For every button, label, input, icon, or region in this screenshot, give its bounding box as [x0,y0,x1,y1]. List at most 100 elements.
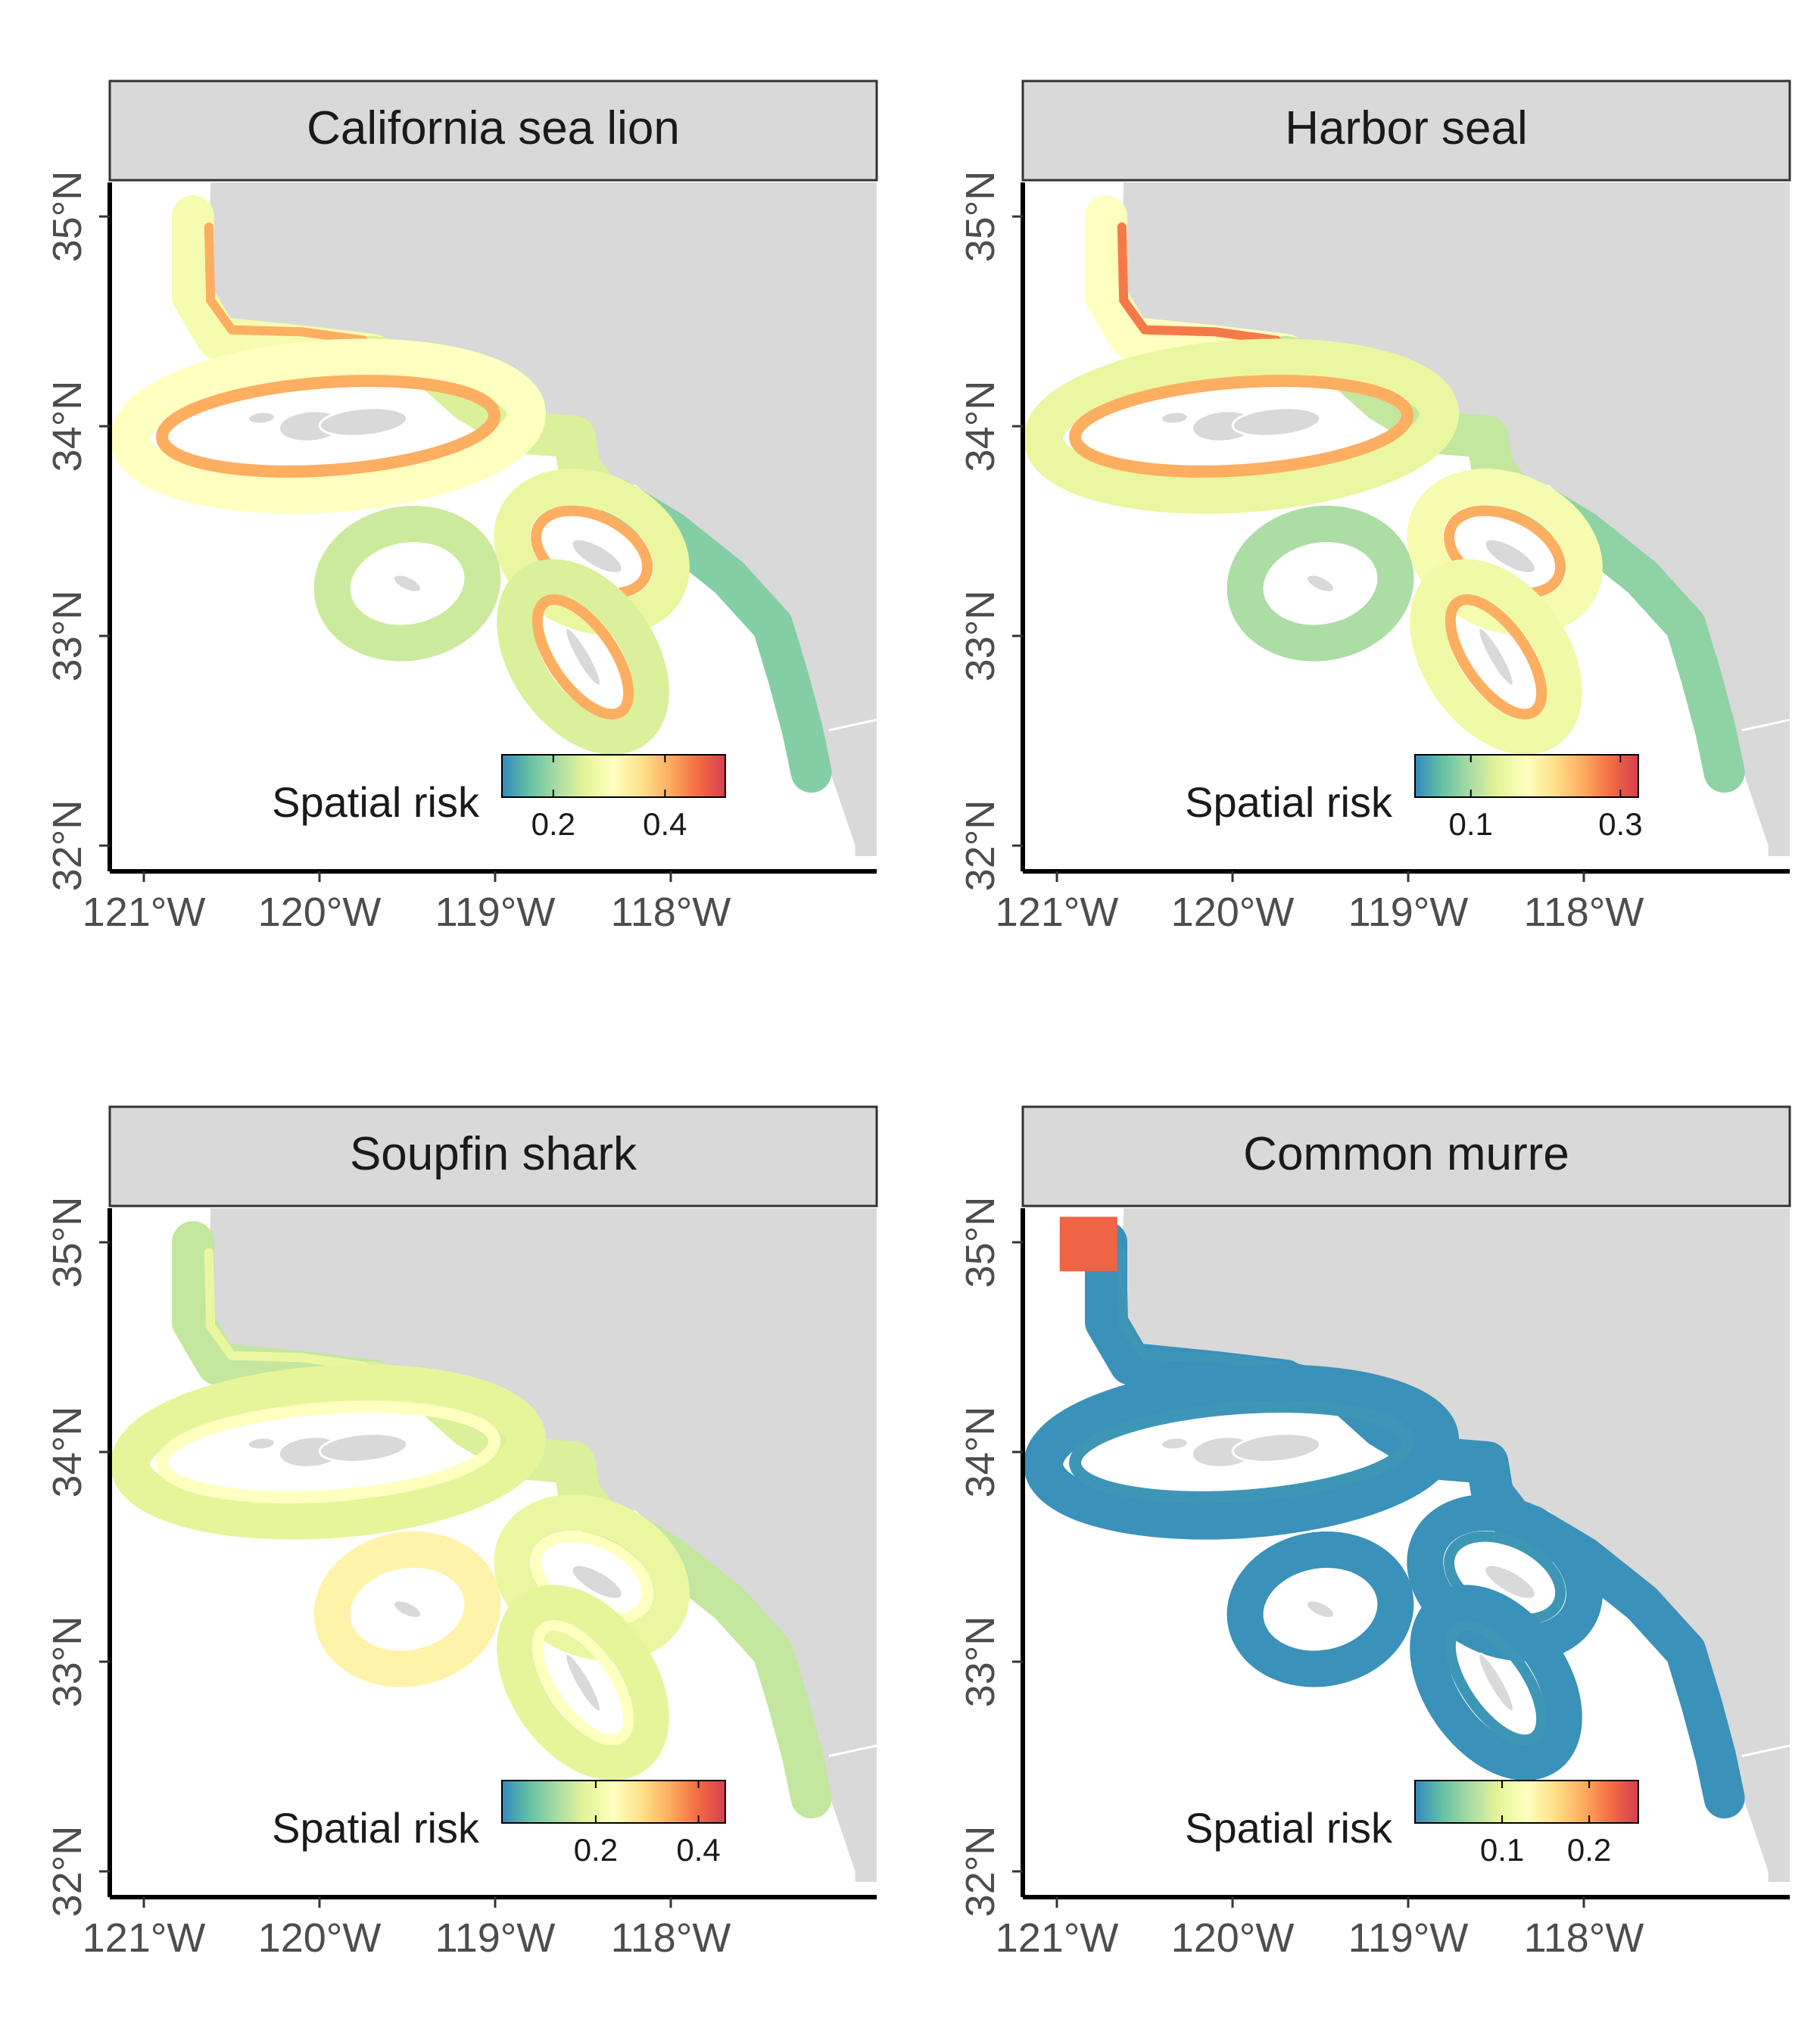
panel-strip [108,79,878,182]
risk-layer [111,1221,832,1819]
san-miguel-island [246,410,276,425]
risk-band-san-nicolas [1226,1531,1414,1687]
mainland [1121,1208,1790,1882]
san-nicolas-island [1304,573,1336,594]
risk-band-channel-islands [1024,338,1460,514]
x-tick-label: 119°W [435,1915,556,1961]
panel-title: Soupfin shark [350,1128,637,1180]
risk-band-san-nicolas [313,505,501,662]
san-nicolas-island [391,573,423,594]
san-miguel-island [1159,1436,1189,1451]
santa-catalina-island [1483,1563,1537,1600]
y-tick-label: 35°N [958,1197,1003,1288]
panel-title: California sea lion [307,102,680,154]
islands [246,1432,624,1713]
risk-band-san-nicolas [313,1531,501,1687]
y-tick-label: 33°N [45,1616,90,1708]
risk-edge-channel-islands [1069,375,1414,478]
y-tick-label: 34°N [45,1407,90,1498]
x-tick-label: 121°W [996,1915,1119,1961]
x-tick-label: 118°W [611,890,731,935]
x-tick-label: 120°W [1171,1915,1295,1961]
risk-band-san-clemente [497,559,669,755]
legend-tick-label: 0.2 [531,806,575,842]
risk-band-channel-islands [111,1364,547,1540]
border-line [828,1744,877,1758]
panel-title: Harbor seal [1285,102,1527,154]
x-tick-label: 120°W [258,1915,382,1961]
legend-title: Spatial risk [1185,1804,1393,1852]
y-tick-label: 32°N [45,1826,90,1918]
x-tick-label: 119°W [435,890,556,935]
risk-edge-san-clemente [531,594,634,720]
y-tick-label: 35°N [45,1197,90,1288]
legend-colorbar [501,1780,726,1824]
x-tick-label: 120°W [1171,890,1295,935]
y-tick-label: 32°N [45,800,90,892]
legend-tick-label: 0.3 [1598,806,1642,842]
y-tick-label: 32°N [958,1826,1003,1918]
legend: Spatial risk 0.2 0.4 [272,754,726,842]
panel: California sea lion 121°W 120°W 119°W 118°W 3… [45,79,878,935]
panel: Harbor seal 121°W 120°W 119°W 118°W 32°N 33°N 3… [958,79,1791,935]
panel-strip [1021,1105,1791,1207]
risk-edge-mainland [204,1248,368,1371]
islands [1159,1432,1537,1713]
panel-strip [108,1105,878,1207]
risk-edge-san-clemente [531,1620,634,1746]
y-tick-label: 32°N [958,800,1003,892]
risk-band-channel-islands [1024,1364,1460,1540]
panel: Common murre 121°W 120°W 119°W 118°W 32°N 33°N… [958,1105,1791,1961]
y-tick-label: 33°N [958,590,1003,682]
legend-title: Spatial risk [1185,778,1393,826]
risk-band-san-nicolas [1226,505,1414,662]
x-tick-label: 119°W [1348,1915,1469,1961]
panel-strip [1021,79,1791,182]
risk-band-san-clemente [1410,559,1582,755]
x-tick-label: 118°W [611,1915,731,1961]
x-tick-label: 119°W [1348,890,1469,935]
san-clemente-island [1477,626,1515,687]
risk-edge-channel-islands [156,1401,501,1503]
san-clemente-island [564,1652,602,1713]
risk-edge-channel-islands [1069,1401,1414,1503]
mainland [1121,182,1790,856]
legend: Spatial risk 0.1 0.3 [1185,754,1643,842]
san-miguel-island [246,1436,276,1451]
legend-tick-label: 0.4 [643,806,687,842]
san-clemente-island [564,626,602,687]
risk-band-san-clemente [1410,1584,1582,1781]
risk-edge-mainland [204,222,368,345]
x-tick-label: 120°W [258,890,382,935]
san-nicolas-island [391,1599,423,1619]
legend-tick-label: 0.1 [1449,806,1493,842]
legend-tick-label: 0.2 [1567,1832,1611,1868]
map-area: 121°W 120°W 119°W 118°W 32°N 33°N 34°N 35°N Spat… [45,1197,877,1961]
santa-cruz-island [1231,1432,1322,1463]
risk-edge-san-clemente [1445,1620,1547,1746]
risk-layer [111,195,832,793]
x-tick-label: 121°W [83,890,206,935]
santa-cruz-island [1231,407,1322,438]
santa-catalina-island [1483,537,1537,575]
map-area: 121°W 120°W 119°W 118°W 32°N 33°N 34°N 35°N Spat… [958,1197,1790,1961]
san-miguel-island [1159,410,1189,425]
x-tick-label: 118°W [1524,890,1644,935]
santa-cruz-island [318,407,409,438]
legend-tick-label: 0.4 [676,1832,720,1868]
y-tick-label: 35°N [958,171,1003,263]
santa-catalina-island [570,1563,624,1600]
x-tick-label: 118°W [1524,1915,1644,1961]
legend: Spatial risk 0.2 0.4 [272,1780,726,1868]
risk-band-channel-islands [111,338,547,514]
legend-title: Spatial risk [272,1804,480,1852]
legend-tick-label: 0.1 [1480,1832,1524,1868]
islands [1159,407,1537,687]
risk-edge-mainland [1117,222,1281,345]
x-tick-label: 121°W [996,890,1119,935]
risk-hotspot [1059,1217,1117,1272]
y-tick-label: 34°N [958,381,1003,472]
legend-tick-label: 0.2 [574,1832,618,1868]
border-line [828,718,877,732]
